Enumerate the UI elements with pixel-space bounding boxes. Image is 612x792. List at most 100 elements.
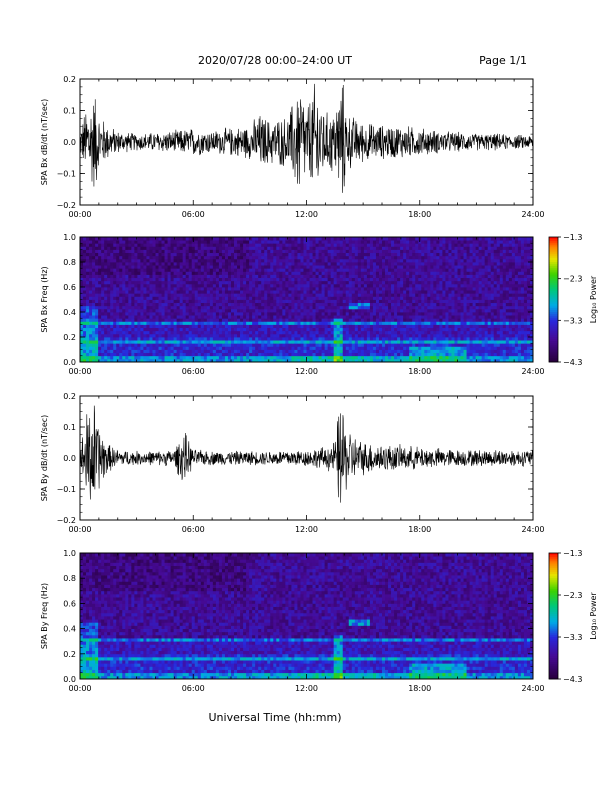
spectrogram-cell bbox=[312, 280, 316, 285]
spectrogram-cell bbox=[273, 327, 277, 332]
spectrogram-cell bbox=[415, 327, 419, 332]
spectrogram-cell bbox=[143, 246, 147, 250]
spectrogram-cell bbox=[372, 312, 377, 316]
spectrogram-cell bbox=[442, 349, 446, 354]
spectrogram-cell bbox=[354, 249, 359, 254]
spectrogram-cell bbox=[273, 349, 277, 354]
spectrogram-cell bbox=[430, 312, 434, 316]
spectrogram-cell bbox=[252, 277, 256, 282]
spectrogram-cell bbox=[176, 352, 181, 357]
spectrogram-cell bbox=[119, 243, 123, 247]
spectrogram-cell bbox=[107, 271, 111, 275]
spectrogram-cell bbox=[224, 346, 229, 350]
spectrogram-cell bbox=[430, 315, 434, 319]
spectrogram-cell bbox=[194, 262, 199, 266]
spectrogram-cell bbox=[176, 255, 181, 260]
spectrogram-cell bbox=[427, 337, 431, 341]
spectrogram-cell bbox=[354, 352, 359, 357]
spectrogram-cell bbox=[388, 352, 392, 357]
spectrogram-cell bbox=[394, 343, 398, 347]
spectrogram-cell bbox=[113, 321, 117, 325]
spectrogram-cell bbox=[279, 237, 283, 241]
spectrogram-cell bbox=[146, 255, 150, 260]
spectrogram-cell bbox=[270, 340, 274, 344]
spectrogram-cell bbox=[234, 274, 238, 279]
spectrogram-cell bbox=[424, 330, 428, 335]
spectrogram-cell bbox=[231, 290, 235, 294]
spectrogram-cell bbox=[351, 355, 356, 360]
spectrogram-cell bbox=[375, 321, 380, 325]
spectrogram-cell bbox=[433, 299, 437, 304]
spectrogram-cell bbox=[122, 258, 126, 263]
spectrogram-cell bbox=[279, 280, 283, 285]
spectrogram-cell bbox=[339, 249, 344, 254]
spectrogram-cell bbox=[297, 327, 301, 332]
spectrogram-cell bbox=[369, 283, 374, 288]
spectrogram-cell bbox=[173, 296, 178, 300]
spectrogram-cell bbox=[155, 277, 159, 282]
spectrogram-cell bbox=[221, 237, 226, 241]
spectrogram-cell bbox=[170, 349, 175, 354]
spectrogram-cell bbox=[382, 352, 386, 357]
spectrogram-cell bbox=[430, 352, 434, 357]
spectrogram-cell bbox=[149, 262, 153, 266]
spectrogram-cell bbox=[406, 299, 410, 304]
spectrogram-cell bbox=[276, 283, 280, 288]
spectrogram-cell bbox=[143, 337, 147, 341]
spectrogram-cell bbox=[330, 252, 335, 257]
spectrogram-cell bbox=[113, 290, 117, 294]
spectrogram-cell bbox=[185, 312, 190, 316]
spectrogram-cell bbox=[321, 355, 326, 360]
spectrogram-cell bbox=[409, 346, 413, 350]
spectrogram-cell bbox=[300, 265, 304, 269]
spectrogram-cell bbox=[436, 258, 440, 263]
spectrogram-cell bbox=[397, 265, 401, 269]
spectrogram-cell bbox=[167, 349, 171, 354]
spectrogram-cell bbox=[351, 312, 356, 316]
spectrogram-cell bbox=[388, 315, 392, 319]
spectrogram-cell bbox=[221, 255, 226, 260]
spectrogram-cell bbox=[191, 277, 196, 282]
spectrogram-cell bbox=[300, 352, 304, 357]
spectrogram-cell bbox=[351, 308, 356, 313]
spectrogram-cell bbox=[137, 340, 141, 344]
spectrogram-cell bbox=[315, 246, 319, 250]
spectrogram-cell bbox=[134, 337, 138, 341]
spectrogram-cell bbox=[288, 302, 292, 307]
spectrogram-cell bbox=[140, 330, 144, 335]
spectrogram-cell bbox=[234, 346, 238, 350]
spectrogram-cell bbox=[134, 299, 138, 304]
spectrogram-cell bbox=[318, 252, 322, 257]
spectrogram-cell bbox=[433, 324, 437, 329]
spectrogram-cell bbox=[388, 255, 392, 260]
spectrogram-cell bbox=[161, 293, 165, 297]
spectrogram-cell bbox=[312, 240, 316, 244]
spectrogram-cell bbox=[122, 274, 126, 279]
spectrogram-cell bbox=[131, 274, 135, 279]
spectrogram-cell bbox=[378, 240, 383, 244]
spectrogram-cell bbox=[382, 321, 386, 325]
spectrogram-cell bbox=[385, 280, 389, 285]
spectrogram-cell bbox=[327, 355, 332, 360]
spectrogram-cell bbox=[297, 318, 301, 322]
spectrogram-cell bbox=[80, 237, 84, 241]
spectrogram-cell bbox=[246, 318, 250, 322]
spectrogram-cell bbox=[101, 262, 105, 266]
spectrogram-cell bbox=[143, 240, 147, 244]
spectrogram-cell bbox=[149, 318, 153, 322]
spectrogram-cell bbox=[101, 271, 105, 275]
spectrogram-cell bbox=[143, 340, 147, 344]
spectrogram-cell bbox=[131, 296, 135, 300]
spectrogram-cell bbox=[285, 283, 289, 288]
spectrogram-cell bbox=[155, 355, 159, 360]
spectrogram-cell bbox=[155, 283, 159, 288]
spectrogram-cell bbox=[227, 355, 232, 360]
spectrogram-cell bbox=[98, 312, 102, 316]
spectrogram-cell bbox=[351, 333, 356, 338]
spectrogram-cell bbox=[101, 355, 105, 360]
spectrogram-cell bbox=[246, 305, 250, 310]
spectrogram-cell bbox=[382, 293, 386, 297]
spectrogram-cell bbox=[372, 308, 377, 313]
spectrogram-cell bbox=[185, 358, 190, 363]
spectrogram-cell bbox=[218, 296, 223, 300]
